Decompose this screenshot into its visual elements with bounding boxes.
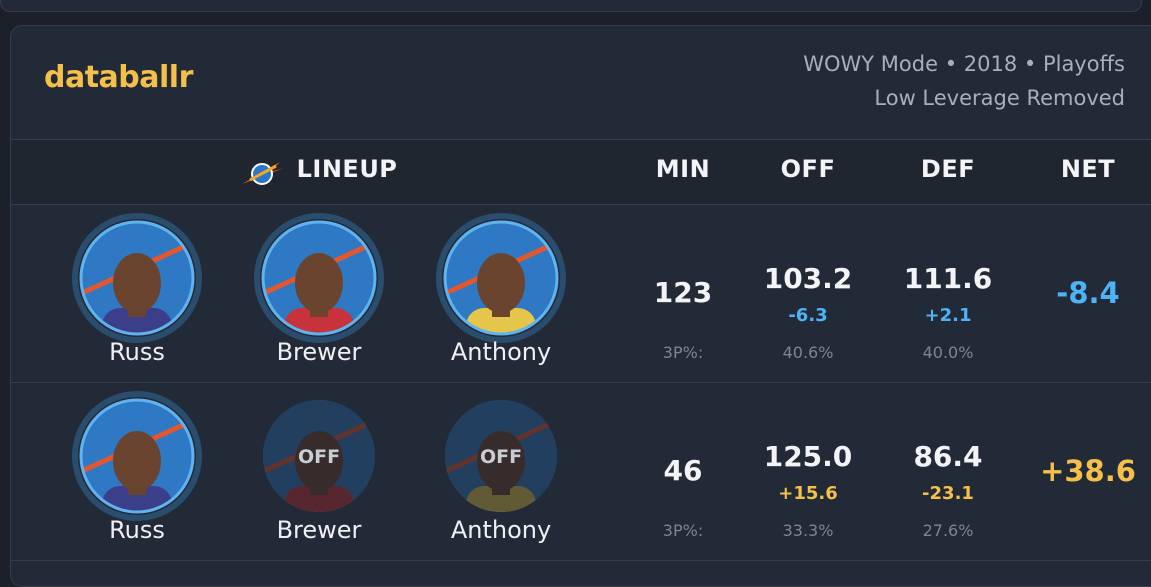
off-rating: 103.2	[763, 262, 853, 295]
divider	[11, 560, 1151, 561]
def-diff: -23.1	[922, 483, 974, 504]
mode: WOWY Mode • 2018 • Playoffs	[803, 52, 1125, 76]
top-bar	[0, 0, 1142, 12]
off-badge: OFF	[298, 446, 340, 468]
player-name: Anthony	[450, 516, 552, 544]
player-name: Russ	[109, 516, 165, 544]
player-avatar	[72, 391, 202, 521]
net-rating: +38.6	[1040, 454, 1136, 488]
off-three: 33.3%	[782, 521, 834, 540]
player-avatar	[254, 213, 384, 343]
def-rating: 111.6	[903, 262, 993, 295]
card	[10, 25, 1151, 587]
def-header: DEF	[920, 155, 976, 183]
off-badge: OFF	[480, 446, 522, 468]
divider	[11, 204, 1151, 205]
off-three: 40.6%	[782, 343, 834, 362]
def-diff: +2.1	[924, 305, 972, 326]
def-three: 40.0%	[922, 343, 974, 362]
player-avatar: OFF	[263, 400, 375, 512]
divider	[11, 139, 1151, 140]
brand: databallr	[44, 60, 193, 95]
net-header: NET	[1060, 155, 1116, 183]
divider	[11, 382, 1151, 383]
lineup-header: LINEUP	[296, 155, 398, 183]
min-header: MIN	[655, 155, 711, 183]
def-three: 27.6%	[922, 521, 974, 540]
player-name: Anthony	[450, 338, 552, 366]
off-rating: 125.0	[763, 440, 853, 473]
minutes: 123	[653, 276, 713, 309]
player-name: Brewer	[276, 338, 362, 366]
header-band	[11, 140, 1151, 204]
player-name: Brewer	[276, 516, 362, 544]
off-header: OFF	[780, 155, 836, 183]
three-label: 3P%:	[662, 343, 704, 362]
player-avatar	[436, 213, 566, 343]
player-avatar	[72, 213, 202, 343]
net-rating: -8.4	[1056, 276, 1120, 310]
three-label: 3P%:	[662, 521, 704, 540]
filter: Low Leverage Removed	[874, 86, 1125, 110]
off-diff: +15.6	[778, 483, 838, 504]
team-logo	[242, 162, 284, 185]
off-diff: -6.3	[788, 305, 828, 326]
player-avatar: OFF	[445, 400, 557, 512]
def-rating: 86.4	[913, 440, 983, 473]
player-name: Russ	[109, 338, 165, 366]
minutes: 46	[663, 454, 703, 487]
